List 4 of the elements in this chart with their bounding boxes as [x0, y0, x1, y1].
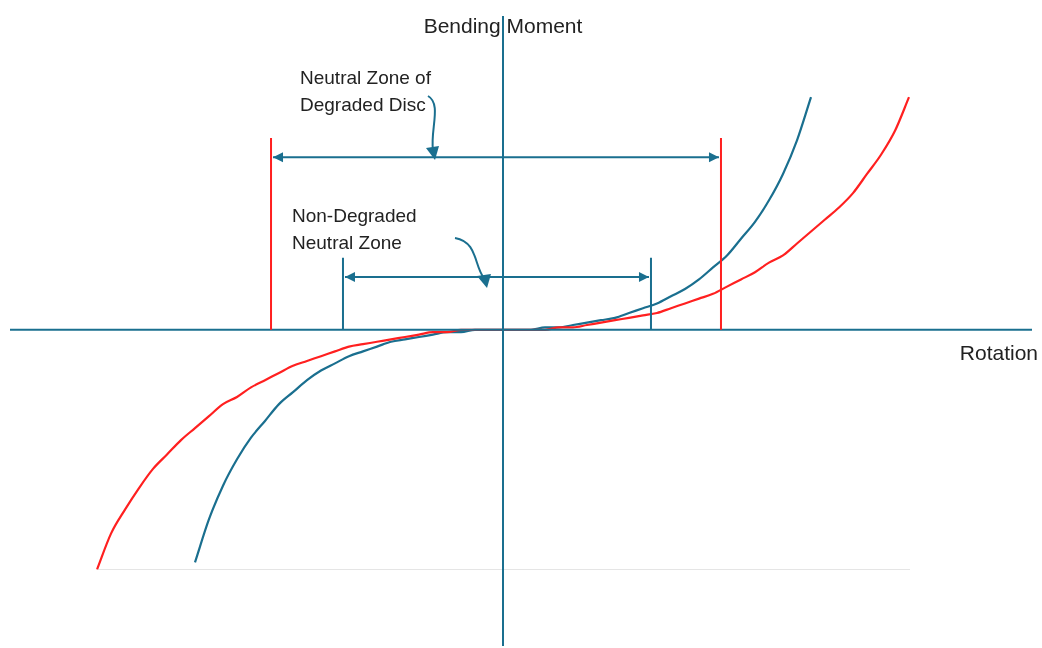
annotation: Neutral Zone of Degraded Disc: [300, 66, 432, 117]
x-axis-title: Rotation: [959, 340, 1038, 364]
annotation: Non-Degraded Neutral Zone: [292, 204, 418, 255]
y-axis-title: Bending Moment: [423, 13, 583, 37]
